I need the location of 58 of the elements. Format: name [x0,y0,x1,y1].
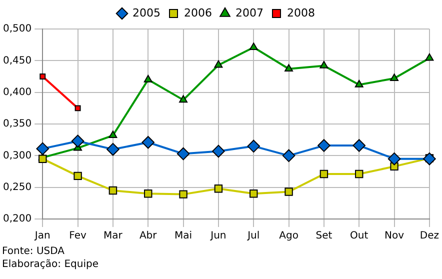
x-tick-label: Jan [34,230,50,242]
point [318,139,330,152]
legend-label: 2005 [132,6,161,20]
legend-label: 2006 [184,6,212,20]
point [354,80,364,88]
point [423,152,436,166]
point [142,136,155,149]
point [214,184,223,193]
point [74,172,82,180]
point [108,186,118,195]
point [74,105,81,112]
point [282,149,296,162]
x-tick-label: Out [350,230,368,242]
point [144,74,152,82]
y-tick-label: 0,300 [2,150,32,162]
point [388,152,401,166]
point [284,64,294,72]
point [320,60,328,68]
source-note: Fonte: USDA [2,245,66,258]
x-tick-label: Fev [69,230,87,242]
point [425,53,434,61]
x-tick-label: Set [316,230,332,242]
point [179,95,188,103]
x-tick-label: Nov [384,230,404,242]
point [355,170,364,178]
point [40,74,46,80]
x-tick-label: Jun [210,230,226,242]
point [247,140,260,153]
text: Elaboração: Equipe [2,258,100,271]
x-tick-label: Jul [246,230,260,242]
point [38,154,47,163]
point [214,60,223,68]
point [352,139,366,152]
point [284,188,293,196]
point [390,74,399,82]
point [212,144,225,158]
point [250,190,258,198]
x-tick-label: Mai [174,230,192,242]
point [71,134,84,148]
x-tick-label: Dez [420,230,440,242]
x-tick-label: Abr [139,230,158,242]
point [144,190,152,198]
x-tick-label: Mar [104,230,124,242]
point [176,147,190,160]
legend-label: 2007 [236,6,264,20]
y-tick-label: 0,400 [2,86,32,98]
point [320,170,328,178]
y-tick-label: 0,450 [2,55,32,66]
y-tick-label: 0,350 [2,118,32,130]
point [179,190,188,198]
x-tick-label: Ago [279,230,298,242]
y-tick-label: 0,250 [2,182,32,193]
y-tick-label: 0,200 [2,214,32,225]
legend-label: 2008 [286,6,315,20]
y-tick-label: 0,500 [2,24,32,35]
point [249,42,258,50]
point [106,142,120,156]
point [108,130,118,138]
